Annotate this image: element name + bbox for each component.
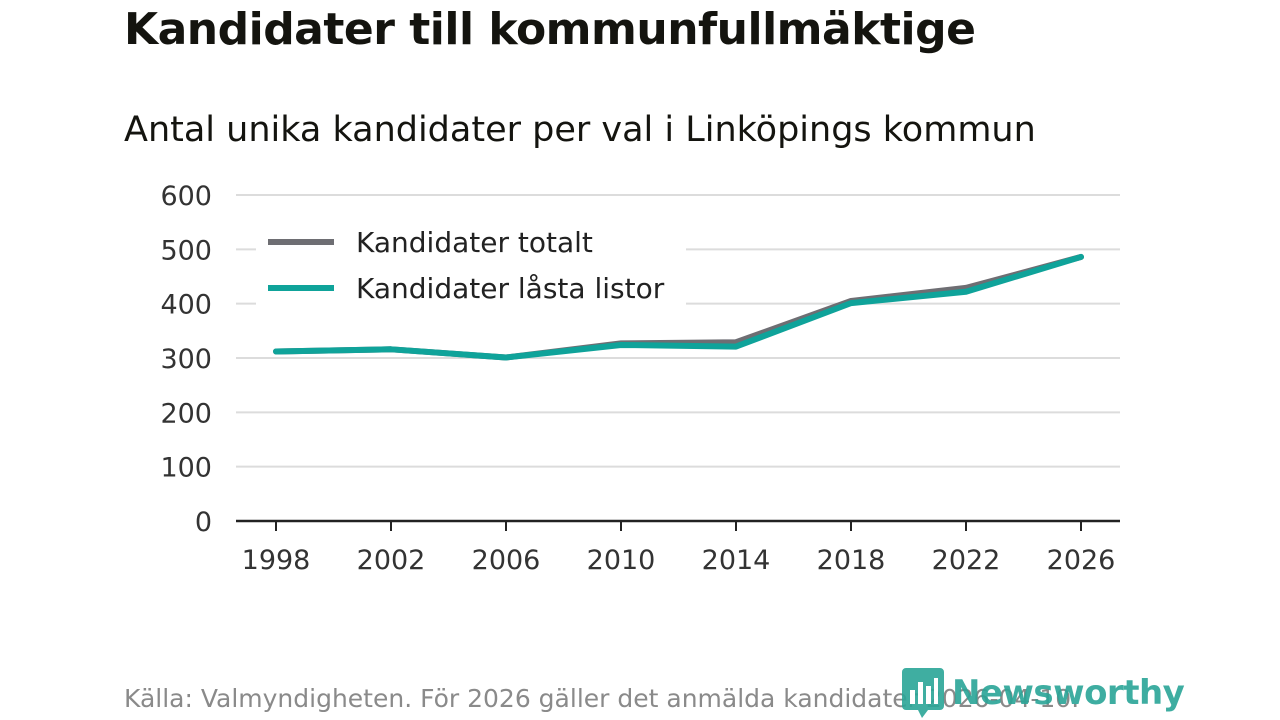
y-tick-label: 600 [160, 181, 212, 212]
brand-logo: Newsworthy [902, 668, 1185, 718]
x-tick-label: 2026 [1047, 545, 1116, 576]
x-tick-label: 2010 [587, 545, 656, 576]
y-tick-label: 300 [160, 344, 212, 375]
x-tick-label: 1998 [242, 545, 311, 576]
chart-subtitle: Antal unika kandidater per val i Linköpi… [124, 110, 1036, 150]
x-tick-label: 2018 [817, 545, 886, 576]
x-axis: 1998 2002 2006 2010 2014 2018 2022 2026 [236, 519, 1120, 576]
x-tick-label: 2014 [702, 545, 771, 576]
y-tick-label: 100 [160, 453, 212, 484]
y-tick-label: 400 [160, 290, 212, 321]
legend-background [256, 222, 686, 312]
chart-title: Kandidater till kommunfullmäktige [124, 4, 976, 55]
bar-chart-bubble-icon [902, 668, 944, 718]
y-tick-label: 200 [160, 398, 212, 429]
x-tick-label: 2006 [472, 545, 541, 576]
y-tick-label: 0 [195, 507, 212, 538]
x-tick-label: 2002 [357, 545, 426, 576]
series-line-kandidater-lasta-listor [273, 253, 1084, 361]
series-lines [273, 253, 1084, 361]
x-tick-label: 2022 [932, 545, 1001, 576]
legend: Kandidater totalt Kandidater låsta listor [256, 222, 686, 312]
legend-label: Kandidater låsta listor [356, 272, 665, 305]
brand-name: Newsworthy [952, 673, 1185, 713]
legend-label: Kandidater totalt [356, 226, 593, 259]
y-tick-label: 500 [160, 235, 212, 266]
y-axis-ticks: 0 100 200 300 400 500 600 [160, 181, 212, 538]
